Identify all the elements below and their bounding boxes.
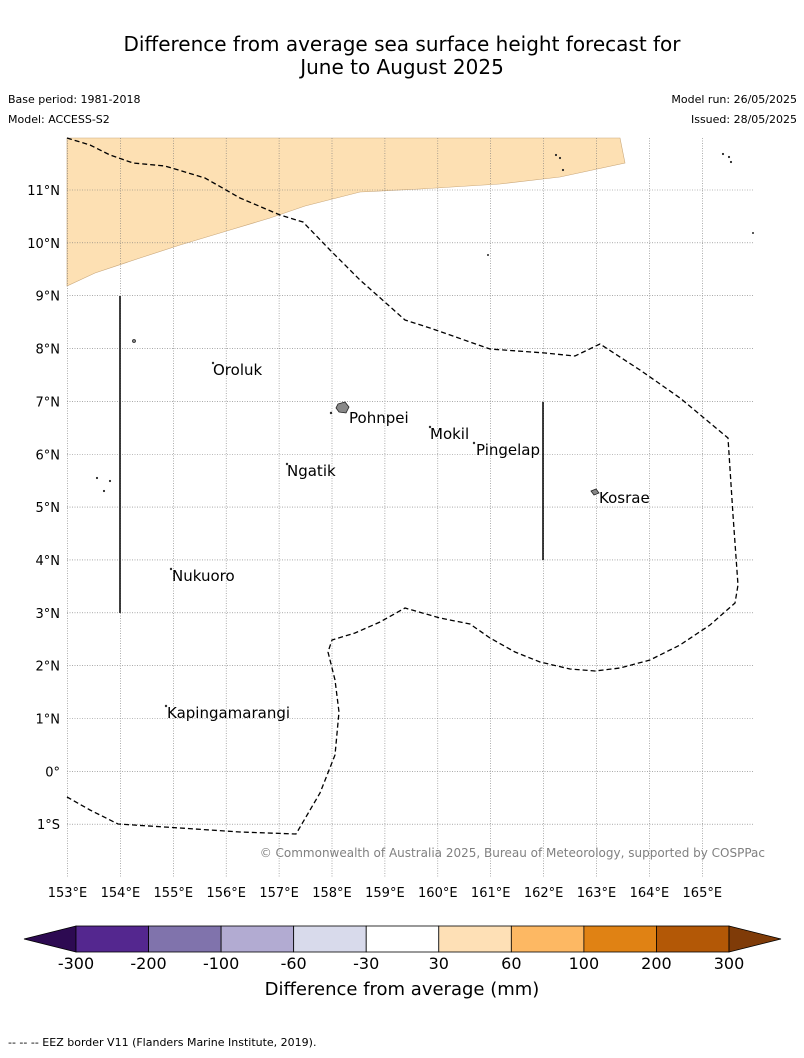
place-label-mokil: Mokil bbox=[430, 425, 469, 443]
latitude-tick-label: 0° bbox=[45, 765, 60, 780]
colorbar-extend-high bbox=[728, 925, 782, 953]
colorbar-segment bbox=[220, 925, 295, 953]
colorbar-segment bbox=[656, 925, 730, 953]
latitude-tick-label: 3°N bbox=[36, 607, 61, 622]
longitude-tick-label: 163°E bbox=[577, 886, 617, 901]
colorbar-segment bbox=[75, 925, 149, 953]
colorbar-segment bbox=[148, 925, 222, 953]
latitude-tick-label: 1°S bbox=[37, 818, 60, 833]
place-label-pingelap: Pingelap bbox=[476, 441, 540, 459]
colorbar-tick-label: -300 bbox=[58, 954, 94, 973]
latitude-tick-label: 5°N bbox=[36, 501, 61, 516]
colorbar-tick-label: 300 bbox=[714, 954, 745, 973]
longitude-tick-label: 155°E bbox=[154, 886, 194, 901]
colorbar-segment bbox=[583, 925, 657, 953]
longitude-tick-label: 162°E bbox=[524, 886, 564, 901]
place-label-kapingamarangi: Kapingamarangi bbox=[167, 704, 290, 722]
colorbar-tick-label: -100 bbox=[203, 954, 239, 973]
longitude-tick-label: 161°E bbox=[471, 886, 511, 901]
longitude-tick-label: 160°E bbox=[418, 886, 458, 901]
latitude-tick-label: 11°N bbox=[27, 184, 60, 199]
map-grid bbox=[67, 138, 754, 878]
eez-footnote: -- -- -- EEZ border V11 (Flanders Marine… bbox=[8, 1036, 317, 1049]
latitude-tick-label: 6°N bbox=[36, 448, 61, 463]
island-shapes bbox=[95, 152, 755, 708]
map-title-line2: June to August 2025 bbox=[300, 55, 504, 79]
colorbar-tick-label: -30 bbox=[353, 954, 379, 973]
longitude-tick-label: 158°E bbox=[312, 886, 352, 901]
colorbar-segment bbox=[293, 925, 367, 953]
map-title-line1: Difference from average sea surface heig… bbox=[123, 32, 681, 56]
place-label-nukuoro: Nukuoro bbox=[172, 567, 235, 585]
longitude-tick-label: 164°E bbox=[630, 886, 670, 901]
longitude-tick-label: 153°E bbox=[48, 886, 88, 901]
model-label: Model: ACCESS-S2 bbox=[8, 113, 110, 126]
longitude-tick-label: 157°E bbox=[259, 886, 299, 901]
place-label-ngatik: Ngatik bbox=[287, 462, 336, 480]
colorbar-tick-label: 200 bbox=[641, 954, 672, 973]
colorbar-extend-low bbox=[23, 925, 77, 953]
colorbar-segment bbox=[510, 925, 585, 953]
colorbar-tick-label: 30 bbox=[429, 954, 449, 973]
issued-label: Issued: 28/05/2025 bbox=[690, 113, 797, 126]
colorbar-tick-label: -200 bbox=[130, 954, 166, 973]
place-label-kosrae: Kosrae bbox=[599, 489, 650, 507]
colorbar-tick-label: 60 bbox=[501, 954, 521, 973]
longitude-tick-label: 156°E bbox=[206, 886, 246, 901]
latitude-tick-label: 7°N bbox=[36, 395, 61, 410]
latitude-tick-label: 2°N bbox=[36, 660, 61, 675]
latitude-tick-label: 4°N bbox=[36, 554, 61, 569]
latitude-tick-label: 9°N bbox=[36, 290, 61, 305]
colorbar-label: Difference from average (mm) bbox=[265, 979, 540, 1000]
anomaly-region bbox=[66, 137, 626, 287]
colorbar bbox=[23, 925, 782, 953]
colorbar-tick-label: 100 bbox=[569, 954, 600, 973]
longitude-tick-label: 154°E bbox=[101, 886, 141, 901]
latitude-tick-label: 8°N bbox=[36, 343, 61, 358]
latitude-tick-label: 10°N bbox=[27, 237, 60, 252]
copyright-notice: © Commonwealth of Australia 2025, Bureau… bbox=[260, 846, 765, 860]
longitude-tick-label: 159°E bbox=[365, 886, 405, 901]
latitude-tick-label: 1°N bbox=[36, 713, 61, 728]
model-run-label: Model run: 26/05/2025 bbox=[671, 93, 797, 106]
colorbar-segment bbox=[365, 925, 440, 953]
colorbar-tick-label: -60 bbox=[281, 954, 307, 973]
base-period-label: Base period: 1981-2018 bbox=[8, 93, 141, 106]
place-label-pohnpei: Pohnpei bbox=[349, 409, 409, 427]
longitude-tick-label: 165°E bbox=[683, 886, 723, 901]
place-label-oroluk: Oroluk bbox=[213, 361, 262, 379]
eez-border bbox=[66, 137, 739, 835]
colorbar-segment bbox=[438, 925, 512, 953]
